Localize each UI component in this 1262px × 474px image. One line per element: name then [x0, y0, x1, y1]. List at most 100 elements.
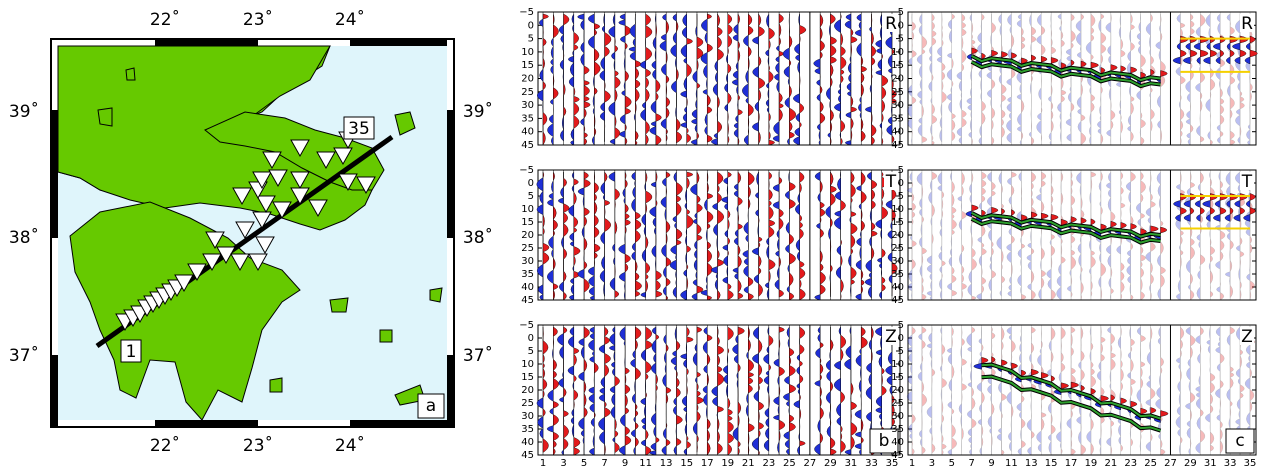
wiggle-lobe [1101, 424, 1102, 438]
wiggle-lobe [1071, 243, 1072, 250]
component-label: T [1241, 172, 1253, 192]
time-tick-label: 35 [891, 113, 904, 124]
station-tick-label: 15 [1045, 458, 1058, 469]
station-tick-label: 13 [1025, 458, 1038, 469]
wiggle-lobe [1061, 339, 1062, 352]
wiggle-lobe [563, 70, 564, 83]
station-tick-label: 21 [742, 458, 755, 469]
time-tick-label: 35 [521, 113, 534, 124]
station-tick-label: 5 [949, 458, 955, 469]
station-tick-label: 3 [929, 458, 935, 469]
lon-tick-label: 22˚ [150, 9, 180, 30]
lon-tick-label: 23˚ [243, 9, 273, 30]
time-tick-label: 25 [891, 243, 904, 254]
time-tick-label: 40 [891, 437, 904, 448]
wiggle-lobe [1140, 128, 1141, 137]
station-tick-label: 9 [988, 458, 994, 469]
time-tick-label: 25 [521, 87, 534, 98]
lat-tick-label: 39˚ [9, 101, 39, 122]
station-tick-label: 33 [865, 458, 878, 469]
wiggle-lobe [686, 342, 687, 353]
time-tick-label: 10 [891, 204, 904, 215]
time-tick-label: 15 [891, 372, 904, 383]
time-tick-label: 30 [521, 100, 534, 111]
time-tick-label: 25 [521, 398, 534, 409]
wiggle-lobe [1121, 195, 1122, 203]
panel-label: c [1235, 431, 1244, 451]
time-tick-label: 30 [891, 100, 904, 111]
wiggle-lobe [1110, 294, 1111, 300]
wiggle-lobe [962, 391, 963, 404]
wiggle-lobe [1011, 353, 1012, 362]
wiggle-lobe [615, 38, 616, 46]
time-tick-label: 15 [891, 60, 904, 71]
station-tick-label: 19 [1085, 458, 1098, 469]
station-tick-label: 3 [560, 458, 566, 469]
map: 1 35 a [50, 38, 455, 428]
wiggle-lobe [961, 201, 962, 211]
time-tick-label: 0 [898, 20, 904, 31]
time-tick-label: 30 [891, 256, 904, 267]
time-tick-label: 40 [521, 437, 534, 448]
time-tick-label: 0 [898, 178, 904, 189]
time-tick-label: 15 [891, 217, 904, 228]
component-label: Z [1241, 327, 1253, 347]
time-tick-label: −5 [519, 320, 534, 331]
lat-tick-label: 37˚ [9, 345, 39, 366]
time-tick-label: 30 [521, 411, 534, 422]
wiggle-lobe [800, 74, 801, 88]
time-tick-label: 40 [521, 127, 534, 138]
time-tick-label: 40 [891, 127, 904, 138]
wiggle-lobe [605, 206, 606, 219]
last-station-label: 35 [348, 119, 370, 139]
time-tick-label: 25 [521, 243, 534, 254]
wiggle-lobe [1249, 267, 1250, 274]
wiggle-lobe [1101, 327, 1102, 337]
time-tick-label: 25 [891, 398, 904, 409]
station-tick-label: 31 [845, 458, 858, 469]
lat-tick-label: 38˚ [9, 227, 39, 248]
time-tick-label: 20 [521, 230, 534, 241]
station-tick-label: 29 [1184, 458, 1197, 469]
time-tick-label: 15 [521, 60, 534, 71]
time-tick-label: 10 [521, 359, 534, 370]
time-tick-label: 20 [891, 230, 904, 241]
time-tick-label: 20 [521, 74, 534, 85]
wiggle-lobe [851, 410, 852, 422]
station-tick-label: 25 [783, 458, 796, 469]
wiggle-lobe [1070, 126, 1071, 133]
time-tick-label: 30 [521, 256, 534, 267]
time-tick-label: −5 [519, 165, 534, 176]
station-tick-label: 23 [762, 458, 775, 469]
wiggle-lobe [1210, 229, 1211, 238]
wiggle-lobe [881, 268, 882, 276]
station-tick-label: 19 [721, 458, 734, 469]
wiggle-lobe [543, 46, 544, 58]
wiggle-lobe [543, 327, 544, 340]
wiggle-lobe [727, 354, 728, 366]
lon-tick-label: 23˚ [243, 435, 273, 456]
station-tick-label: 35 [1244, 458, 1257, 469]
station-tick-label: 11 [639, 458, 652, 469]
wiggle-lobe [951, 392, 952, 402]
station-tick-label: 27 [1164, 458, 1177, 469]
station-tick-label: 1 [540, 458, 546, 469]
station-tick-label: 33 [1224, 458, 1237, 469]
time-tick-label: −5 [889, 320, 904, 331]
station-tick-label: 27 [804, 458, 817, 469]
time-tick-label: 20 [891, 74, 904, 85]
time-tick-label: 20 [891, 385, 904, 396]
time-tick-label: 10 [521, 47, 534, 58]
time-tick-label: 10 [521, 204, 534, 215]
time-tick-label: 45 [521, 140, 534, 151]
time-tick-label: 45 [891, 450, 904, 461]
time-tick-label: 20 [521, 385, 534, 396]
time-tick-label: 45 [521, 450, 534, 461]
time-tick-label: 35 [521, 424, 534, 435]
time-tick-label: 45 [891, 295, 904, 306]
